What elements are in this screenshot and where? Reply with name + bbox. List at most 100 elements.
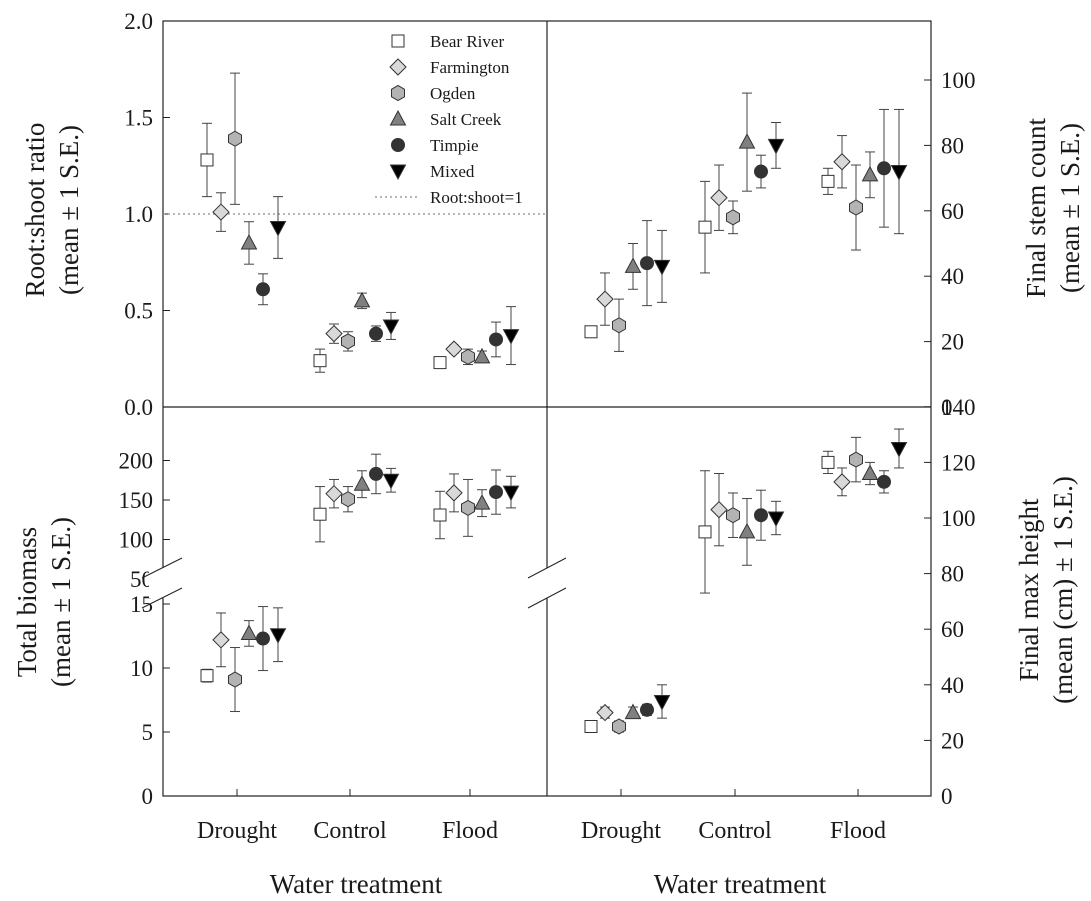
biomass-point-farmington-control xyxy=(325,484,343,503)
root-shoot-point-farmington-flood xyxy=(445,340,463,358)
stem-count-point-mixed-control xyxy=(767,138,785,155)
root-shoot-point-bear-river-drought xyxy=(200,153,214,167)
y-axis-max-height-tick-label: 120 xyxy=(941,450,976,475)
y-axis-title-stem-count-line: (mean ± 1 S.E.) xyxy=(1055,123,1085,293)
y-axis-biomass-upper-tick-label: 200 xyxy=(119,449,154,474)
stem-count-point-farmington-drought xyxy=(596,290,614,308)
stem-count-point-mixed-drought xyxy=(653,259,671,276)
max-height-point-ogden-flood xyxy=(849,451,863,468)
x-tick-label-right-control: Control xyxy=(698,818,772,844)
legend-label-farmington: Farmington xyxy=(430,58,510,77)
x-tick-label-right-flood: Flood xyxy=(830,818,886,844)
root-shoot-point-salt-creek-control xyxy=(353,291,371,308)
max-height-point-farmington-drought xyxy=(596,703,614,722)
y-axis-root-shoot-tick-label: 1.0 xyxy=(124,202,153,227)
biomass-point-timpie-control xyxy=(369,466,383,481)
x-axis-title-left: Water treatment xyxy=(270,869,443,899)
max-height-point-timpie-control xyxy=(754,508,768,523)
root-shoot-point-farmington-control xyxy=(325,324,343,343)
y-axis-title-biomass-line: Total biomass xyxy=(12,527,42,677)
biomass-point-timpie-flood xyxy=(489,485,503,500)
y-axis-title-root-shoot-line: Root:shoot ratio xyxy=(20,123,50,298)
y-axis-title-stem-count: Final stem count (mean ± 1 S.E.) xyxy=(1021,118,1085,298)
marks-layer xyxy=(200,72,908,735)
y-axis-stem-count-tick-label: 60 xyxy=(941,199,964,224)
max-height-point-bear-river-flood xyxy=(821,455,835,469)
legend-marker-mixed xyxy=(389,164,407,181)
legend-label-timpie: Timpie xyxy=(430,136,479,155)
max-height-point-farmington-control xyxy=(710,500,728,519)
x-tick-label-left-drought: Drought xyxy=(197,818,277,844)
legend-marker-bear-river xyxy=(391,34,405,48)
max-height-point-salt-creek-drought xyxy=(624,703,642,720)
biomass-point-farmington-flood xyxy=(445,484,463,502)
max-height-point-farmington-flood xyxy=(833,473,851,491)
axis-break-mark-center xyxy=(527,587,567,609)
max-height-point-ogden-control xyxy=(726,507,740,524)
max-height-point-timpie-drought xyxy=(640,702,654,717)
y-axis-stem-count-tick-label: 80 xyxy=(941,133,964,158)
biomass-point-bear-river-control xyxy=(313,507,327,521)
y-axis-root-shoot-tick-label: 0.5 xyxy=(124,299,153,324)
root-shoot-point-mixed-flood xyxy=(502,329,520,345)
biomass-point-bear-river-flood xyxy=(433,508,447,522)
axis-break-mark-left xyxy=(141,557,183,579)
root-shoot-point-salt-creek-drought xyxy=(240,233,258,250)
y-axis-max-height-tick-label: 20 xyxy=(941,728,964,753)
y-axis-title-root-shoot: Root:shoot ratio (mean ± 1 S.E.) xyxy=(20,123,84,298)
biomass-point-mixed-flood xyxy=(502,485,520,502)
y-axis-biomass-lower-tick-label: 10 xyxy=(130,656,153,681)
axis-break-mark-left xyxy=(141,587,183,609)
root-shoot-point-ogden-flood xyxy=(461,348,475,365)
stem-count-point-timpie-drought xyxy=(640,256,654,271)
y-axis-stem-count-tick-label: 20 xyxy=(941,330,964,355)
legend-marker-farmington xyxy=(389,58,407,76)
legend-label-mixed: Mixed xyxy=(430,162,475,181)
legend-label-bear-river: Bear River xyxy=(430,32,504,51)
x-axis-title-right: Water treatment xyxy=(654,869,827,899)
root-shoot-point-timpie-flood xyxy=(489,332,503,347)
stem-count-point-mixed-flood xyxy=(890,165,908,181)
stem-count-point-ogden-flood xyxy=(849,199,863,216)
y-axis-max-height-tick-label: 0 xyxy=(941,784,953,809)
legend-marker-timpie xyxy=(391,138,405,152)
y-axis-max-height-tick-label: 100 xyxy=(941,506,976,531)
stem-count-point-farmington-flood xyxy=(833,153,851,171)
y-axis-stem-count-tick-label: 40 xyxy=(941,264,964,289)
root-shoot-point-timpie-drought xyxy=(256,282,270,297)
y-axis-title-max-height: Final max height (mean (cm) ± 1 S.E.) xyxy=(1014,476,1078,704)
y-axis-stem-count-tick-label: 0 xyxy=(941,395,953,420)
biomass-point-bear-river-drought xyxy=(200,669,214,683)
y-axis-title-max-height-line: Final max height xyxy=(1014,498,1044,681)
axes-layer: Drought Drought Control Control Flood Flood 0.… xyxy=(12,9,1085,844)
y-axis-root-shoot-tick-label: 2.0 xyxy=(124,9,153,34)
y-axis-title-biomass: Total biomass (mean ± 1 S.E.) xyxy=(12,517,76,687)
stem-count-point-salt-creek-flood xyxy=(861,165,879,182)
stem-count-point-timpie-flood xyxy=(877,161,891,176)
biomass-point-farmington-drought xyxy=(212,631,230,649)
legend-label-ogden: Ogden xyxy=(430,84,476,103)
y-axis-title-max-height-line: (mean (cm) ± 1 S.E.) xyxy=(1048,476,1078,704)
y-axis-max-height-tick-label: 40 xyxy=(941,673,964,698)
stem-count-point-timpie-control xyxy=(754,164,768,179)
legend-label-reference-line: Root:shoot=1 xyxy=(430,188,523,207)
y-axis-max-height-tick-label: 60 xyxy=(941,617,964,642)
biomass-point-salt-creek-control xyxy=(353,475,371,491)
legend: Bear River Farmington Ogden Salt Creek Timpi… xyxy=(375,32,523,207)
root-shoot-point-salt-creek-flood xyxy=(473,347,491,364)
max-height-point-mixed-control xyxy=(767,511,785,528)
root-shoot-point-timpie-control xyxy=(369,326,383,341)
legend-marker-salt-creek xyxy=(389,109,407,126)
legend-marker-ogden xyxy=(391,84,405,102)
max-height-point-salt-creek-flood xyxy=(861,464,879,481)
root-shoot-point-farmington-drought xyxy=(212,203,230,221)
biomass-point-ogden-flood xyxy=(461,499,475,516)
x-tick-label-left-control: Control xyxy=(313,818,387,844)
y-axis-biomass-lower-tick-label: 5 xyxy=(142,720,154,745)
stem-count-point-bear-river-flood xyxy=(821,174,835,188)
biomass-point-salt-creek-drought xyxy=(240,624,258,640)
root-shoot-point-mixed-drought xyxy=(269,221,287,237)
x-tick-label-left-flood: Flood xyxy=(442,818,498,844)
biomass-point-mixed-control xyxy=(382,473,400,490)
